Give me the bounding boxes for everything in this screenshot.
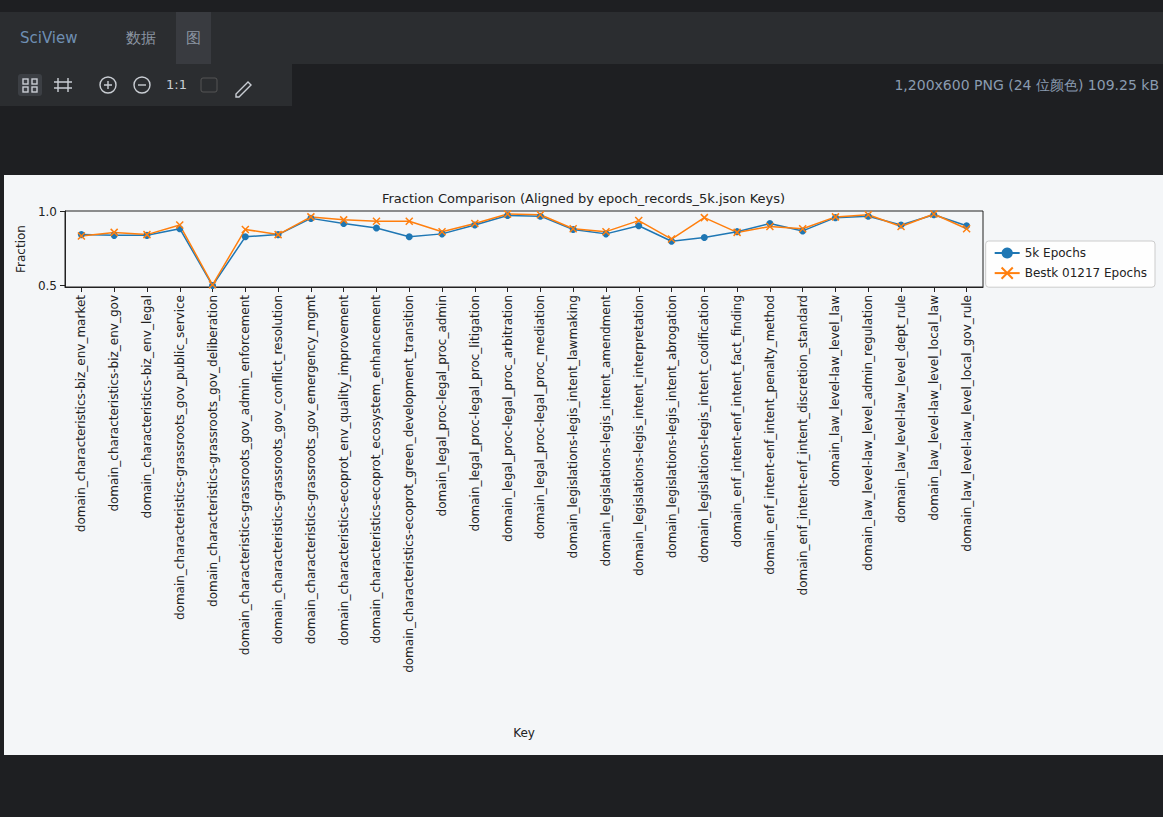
svg-text:domain_law_level-law_level_dep: domain_law_level-law_level_dept_rule xyxy=(894,295,908,523)
html-text:图: 图 xyxy=(186,29,201,47)
svg-text:Fraction: Fraction xyxy=(14,225,28,273)
svg-text:domain_legislations-legis_inte: domain_legislations-legis_intent_interpr… xyxy=(632,295,646,576)
svg-text:1.0: 1.0 xyxy=(38,205,57,219)
svg-text:domain_characteristics-ecoprot: domain_characteristics-ecoprot_env_quali… xyxy=(337,295,351,646)
svg-text:domain_law_level-law_level_loc: domain_law_level-law_level_local_law xyxy=(927,295,941,521)
svg-text:domain_characteristics-ecoprot: domain_characteristics-ecoprot_green_dev… xyxy=(402,295,416,673)
svg-text:domain_enf_intent-enf_intent_p: domain_enf_intent-enf_intent_penalty_met… xyxy=(763,295,777,575)
svg-text:Bestk 01217 Epochs: Bestk 01217 Epochs xyxy=(1025,266,1147,280)
svg-text:domain_legislations-legis_inte: domain_legislations-legis_intent_lawmaki… xyxy=(566,295,580,558)
svg-text:domain_law_level-law_level_adm: domain_law_level-law_level_admin_regulat… xyxy=(861,295,875,571)
svg-text:domain_legal_proc-legal_proc_a: domain_legal_proc-legal_proc_arbitration xyxy=(501,295,515,542)
svg-text:5k Epochs: 5k Epochs xyxy=(1025,246,1086,260)
svg-text:domain_characteristics-ecoprot: domain_characteristics-ecoprot_ecosystem… xyxy=(369,295,383,644)
svg-text:domain_characteristics-grassro: domain_characteristics-grassroots_gov_co… xyxy=(271,295,285,644)
html-text:1:1: 1:1 xyxy=(166,77,187,92)
html-text:SciView: SciView xyxy=(20,29,78,47)
svg-text:domain_legislations-legis_inte: domain_legislations-legis_intent_amendme… xyxy=(599,295,613,567)
svg-text:domain_law_level-law_level_law: domain_law_level-law_level_law xyxy=(828,295,842,487)
svg-text:domain_characteristics-biz_env: domain_characteristics-biz_env_market xyxy=(74,295,88,532)
svg-text:domain_characteristics-biz_env: domain_characteristics-biz_env_legal xyxy=(140,295,154,519)
svg-text:domain_legal_proc-legal_proc_m: domain_legal_proc-legal_proc_mediation xyxy=(533,295,547,539)
svg-text:domain_characteristics-grassro: domain_characteristics-grassroots_gov_pu… xyxy=(173,295,187,620)
html-text:数据: 数据 xyxy=(126,29,156,47)
svg-text:domain_legal_proc-legal_proc_a: domain_legal_proc-legal_proc_admin xyxy=(435,295,449,516)
svg-text:domain_enf_intent-enf_intent_f: domain_enf_intent-enf_intent_fact_findin… xyxy=(730,295,744,548)
svg-text:domain_legal_proc-legal_proc_l: domain_legal_proc-legal_proc_litigation xyxy=(468,295,482,531)
svg-text:domain_characteristics-biz_env: domain_characteristics-biz_env_gov xyxy=(107,295,121,512)
svg-text:domain_legislations-legis_inte: domain_legislations-legis_intent_abrogat… xyxy=(665,295,679,558)
svg-text:domain_law_level-law_level_loc: domain_law_level-law_level_local_gov_rul… xyxy=(960,295,974,552)
svg-text:domain_enf_intent-enf_intent_d: domain_enf_intent-enf_intent_discretion_… xyxy=(796,295,810,595)
svg-text:Key: Key xyxy=(513,726,535,740)
svg-text:domain_characteristics-grassro: domain_characteristics-grassroots_gov_ad… xyxy=(238,295,252,655)
svg-text:Fraction Comparison (Aligned b: Fraction Comparison (Aligned by epoch_re… xyxy=(382,191,785,206)
svg-text:0.5: 0.5 xyxy=(38,279,57,293)
svg-text:domain_characteristics-grassro: domain_characteristics-grassroots_gov_de… xyxy=(206,295,220,607)
svg-text:domain_characteristics-grassro: domain_characteristics-grassroots_gov_em… xyxy=(304,295,318,644)
svg-text:domain_legislations-legis_inte: domain_legislations-legis_intent_codific… xyxy=(697,295,711,563)
html-text:1,200x600 PNG (24 位颜色) 109.25: 1,200x600 PNG (24 位颜色) 109.25 kB xyxy=(894,77,1159,93)
